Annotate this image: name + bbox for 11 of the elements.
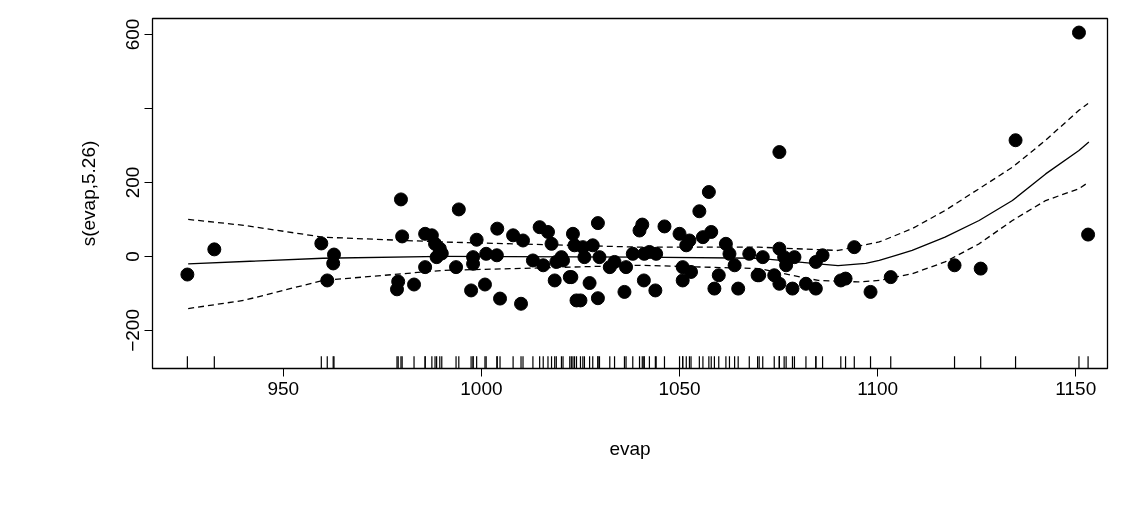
y-axis-title: s(evap,5.26) (77, 140, 99, 247)
x-tick-label: 1100 (857, 377, 899, 399)
x-tick-label: 1150 (1055, 377, 1097, 399)
x-tick-label: 1050 (658, 377, 701, 399)
y-tick-label: 200 (122, 166, 144, 199)
x-tick-label: 950 (267, 377, 300, 399)
y-tick-label: −200 (122, 308, 144, 352)
x-tick-label: 1000 (460, 377, 503, 399)
y-tick-label: 600 (122, 18, 144, 51)
x-axis-title: evap (609, 437, 651, 459)
y-tick-label: 0 (122, 251, 144, 262)
